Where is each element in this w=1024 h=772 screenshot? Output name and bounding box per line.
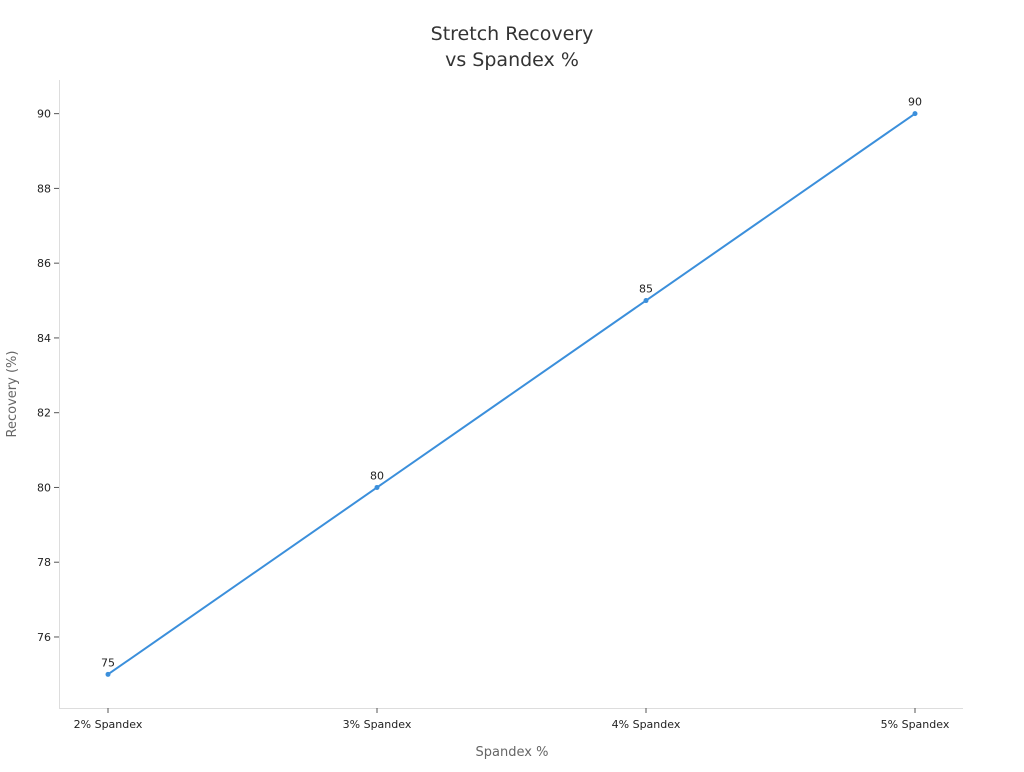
x-tick-label: 3% Spandex bbox=[343, 718, 412, 731]
y-tick-label: 84 bbox=[37, 332, 51, 345]
series-line bbox=[107, 112, 916, 676]
x-axis-title: Spandex % bbox=[476, 745, 549, 760]
y-tick-label: 78 bbox=[37, 556, 51, 569]
x-tick-label: 2% Spandex bbox=[74, 718, 143, 731]
data-label: 85 bbox=[639, 283, 653, 296]
data-point bbox=[374, 484, 380, 490]
chart-title-line-2: vs Spandex % bbox=[445, 49, 579, 71]
data-point bbox=[105, 671, 111, 677]
y-tick-label: 80 bbox=[37, 481, 51, 494]
x-axis-ticks: 2% Spandex 3% Spandex 4% Spandex 5% Spandex bbox=[74, 708, 950, 731]
data-point bbox=[912, 111, 918, 117]
series-layer bbox=[105, 111, 918, 677]
y-tick-label: 88 bbox=[37, 182, 51, 195]
data-label: 75 bbox=[101, 656, 115, 669]
chart-title-line-1: Stretch Recovery bbox=[431, 23, 594, 45]
data-label: 80 bbox=[370, 469, 384, 482]
y-tick-label: 90 bbox=[37, 108, 51, 121]
data-point bbox=[643, 298, 649, 304]
y-tick-label: 86 bbox=[37, 257, 51, 270]
data-label: 90 bbox=[908, 96, 922, 109]
y-tick-label: 82 bbox=[37, 407, 51, 420]
y-axis-title: Recovery (%) bbox=[5, 351, 20, 438]
x-tick-label: 4% Spandex bbox=[612, 718, 681, 731]
data-labels-layer: 75 80 85 90 bbox=[101, 96, 922, 670]
x-tick-label: 5% Spandex bbox=[881, 718, 950, 731]
y-axis-ticks: 76 78 80 82 84 86 88 90 bbox=[37, 108, 59, 644]
y-tick-label: 76 bbox=[37, 631, 51, 644]
